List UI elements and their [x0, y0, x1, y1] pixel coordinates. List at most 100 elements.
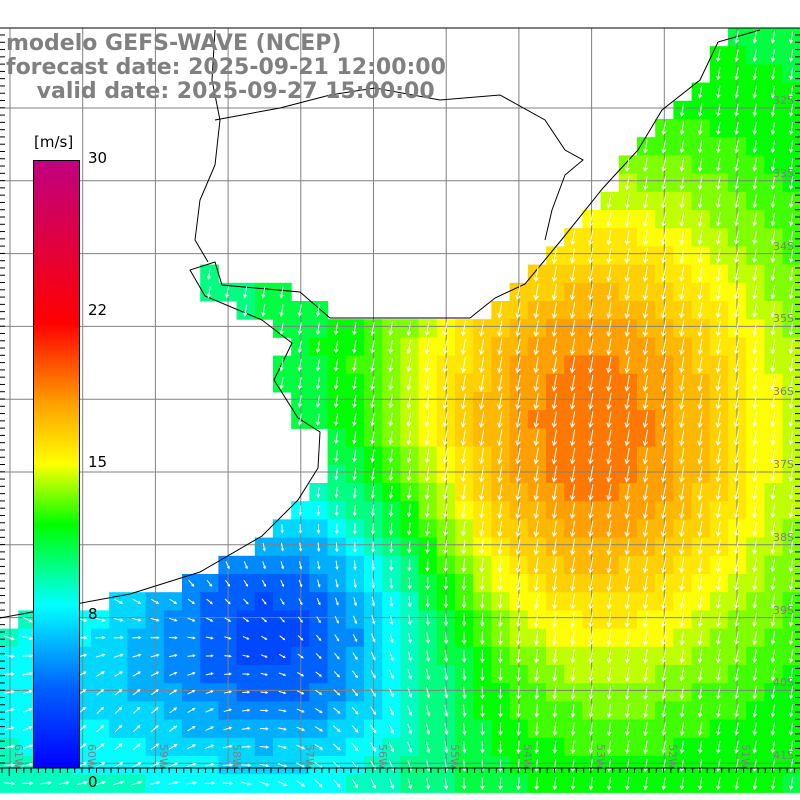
wind-arrow [315, 671, 323, 677]
wind-arrow [462, 686, 467, 700]
wind-arrow [389, 633, 394, 644]
wind-arrow [716, 49, 721, 63]
wind-arrow [679, 740, 685, 755]
wind-arrow [770, 539, 776, 555]
wind-arrow [515, 338, 521, 356]
wind-arrow [588, 740, 594, 755]
wind-arrow [223, 708, 233, 713]
wind-arrow [788, 448, 794, 464]
wind-arrow [642, 593, 649, 610]
wind-arrow [716, 758, 721, 773]
wind-arrow [533, 447, 539, 465]
wind-arrow [370, 358, 375, 373]
longitude-label: 54W [520, 744, 534, 769]
wind-arrow [551, 502, 558, 520]
wind-arrow [715, 393, 721, 410]
wind-arrow [734, 139, 739, 154]
wind-arrow [588, 411, 594, 429]
wind-arrow [606, 648, 612, 664]
wind-arrow [296, 744, 306, 750]
wind-arrow [315, 413, 321, 427]
latitude-label: 34S [773, 239, 794, 253]
wind-arrow [752, 194, 758, 209]
wind-arrow [442, 375, 448, 392]
wind-arrow [96, 724, 105, 733]
wind-arrow [388, 504, 394, 518]
wind-arrow [277, 780, 288, 787]
wind-arrow [733, 302, 739, 319]
wind-arrow [534, 667, 539, 682]
wind-arrow [478, 375, 485, 392]
wind-arrow [752, 411, 758, 428]
wind-arrow [752, 375, 758, 392]
wind-arrow [223, 726, 233, 731]
wind-arrow [389, 651, 394, 662]
wind-arrow [515, 302, 521, 319]
wind-arrow [497, 484, 503, 501]
wind-arrow [371, 578, 376, 589]
wind-arrow [734, 557, 739, 573]
wind-arrow [716, 722, 721, 736]
wind-arrow [643, 740, 648, 755]
wind-arrow [460, 429, 467, 447]
wind-arrow [588, 667, 594, 682]
wind-arrow [480, 667, 485, 682]
wind-arrow [149, 780, 161, 786]
wind-arrow [679, 212, 685, 228]
wind-arrow [261, 598, 267, 605]
wind-arrow [679, 649, 685, 664]
wind-arrow [624, 393, 630, 411]
wind-arrow [262, 542, 266, 552]
wind-arrow [533, 612, 539, 628]
wind-arrow [697, 338, 703, 356]
wind-arrow [259, 781, 270, 786]
wind-arrow [624, 520, 630, 538]
wind-arrow [788, 140, 794, 154]
wind-arrow [788, 503, 794, 519]
wind-arrow [297, 616, 303, 623]
wind-arrow [679, 685, 685, 700]
wind-arrow [352, 358, 357, 372]
wind-arrow [734, 740, 739, 755]
wind-arrow [205, 617, 214, 622]
wind-arrow [734, 649, 739, 664]
wind-arrow [407, 577, 412, 590]
wind-arrow [533, 266, 539, 283]
wind-arrow [607, 758, 612, 773]
wind-arrow [315, 358, 321, 372]
wind-arrow [296, 726, 306, 731]
wind-arrow [150, 762, 160, 768]
colorbar-label-22: 22 [88, 301, 108, 319]
wind-arrow [497, 356, 503, 374]
wind-arrow [315, 304, 321, 318]
wind-arrow [679, 502, 685, 520]
wind-arrow [516, 704, 521, 718]
wind-arrow [497, 631, 503, 646]
wind-arrow [788, 631, 794, 646]
wind-arrow [260, 672, 269, 676]
wind-arrow [642, 320, 649, 338]
wind-arrow [261, 304, 266, 317]
wind-arrow [552, 685, 558, 700]
latitude-label: 40S [773, 676, 794, 690]
wind-arrow [788, 212, 794, 227]
wind-arrow [551, 374, 558, 392]
wind-arrow [715, 429, 721, 447]
wind-arrow [515, 284, 521, 301]
wind-arrow [697, 575, 703, 592]
wind-arrow [770, 393, 776, 410]
wind-arrow [425, 540, 430, 554]
wind-arrow [334, 468, 339, 481]
wind-arrow [697, 230, 703, 246]
wind-arrow [624, 284, 630, 301]
wind-arrow [515, 393, 521, 411]
wind-arrow [788, 303, 794, 318]
wind-arrow [187, 617, 196, 622]
longitude-label: 58W [230, 744, 244, 769]
wind-arrow [479, 521, 485, 537]
wind-arrow [406, 321, 412, 337]
wind-arrow [497, 429, 503, 447]
wind-arrow [770, 31, 776, 45]
wind-arrow [169, 725, 178, 732]
